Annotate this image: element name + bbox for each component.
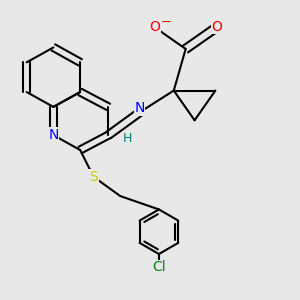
Text: Cl: Cl <box>152 260 166 274</box>
Text: O: O <box>212 20 222 34</box>
Text: O: O <box>149 20 160 34</box>
Text: S: S <box>89 170 98 184</box>
Text: −: − <box>160 16 171 29</box>
Text: H: H <box>123 132 132 145</box>
Text: N: N <box>48 128 59 142</box>
Text: N: N <box>134 101 145 116</box>
